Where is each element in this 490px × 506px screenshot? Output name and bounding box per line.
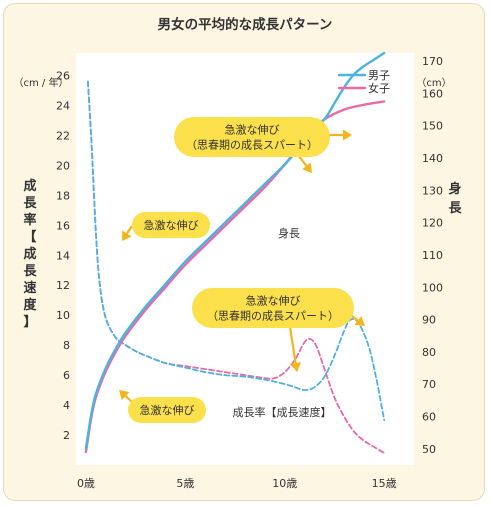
right-tick-label: 70 <box>422 378 436 391</box>
annotations: 急激な伸び（思春期の成長スパート）急激な伸び（思春期の成長スパート）急激な伸び急… <box>119 117 365 423</box>
right-axis-title: 身長 <box>448 181 462 216</box>
infant-upper-bubble-text: 急激な伸び <box>144 218 199 232</box>
chart-title: 男女の平均的な成長パターン <box>158 16 333 33</box>
right-tick-label: 60 <box>422 411 436 424</box>
left-tick-label: 24 <box>56 99 70 112</box>
left-tick-label: 2 <box>63 429 70 442</box>
right-tick-label: 90 <box>422 314 436 327</box>
left-tick-label: 8 <box>63 339 70 352</box>
left-axis-label: 成長率【成長速度】 <box>23 178 37 330</box>
legend-label: 男子 <box>368 69 390 82</box>
right-tick-label: 50 <box>422 443 436 456</box>
spurt-upper-bubble: 急激な伸び（思春期の成長スパート） <box>174 117 330 157</box>
right-tick-label: 80 <box>422 346 436 359</box>
boys-rate-line <box>87 80 386 421</box>
left-tick-label: 26 <box>56 69 70 82</box>
left-tick-label: 20 <box>56 159 70 172</box>
plot-area <box>76 53 414 465</box>
left-tick-label: 10 <box>56 309 70 322</box>
right-axis-unit: （cm） <box>416 77 451 89</box>
right-tick-label: 120 <box>422 217 443 230</box>
spurt-upper-bubble-text: 急激な伸び（思春期の成長スパート） <box>186 123 318 152</box>
infant-upper-arrow <box>122 225 133 241</box>
left-tick-label: 16 <box>56 219 70 232</box>
x-tick-label: 10歳 <box>272 477 297 490</box>
right-tick-label: 160 <box>422 87 443 100</box>
spurt-middle-arrow-right <box>351 315 365 326</box>
x-tick-label: 5歳 <box>176 477 194 490</box>
x-tick-label: 15歳 <box>372 477 397 490</box>
spurt-upper-arrow-right <box>328 129 352 141</box>
infant-lower-bubble: 急激な伸び <box>128 397 206 423</box>
left-tick-label: 6 <box>63 369 70 382</box>
legend-label: 女子 <box>368 81 390 95</box>
right-tick-label: 110 <box>422 249 443 262</box>
right-axis-ticks: 50 60 70 80 90 100 110 120 130 140 150 160 170 <box>422 55 443 456</box>
right-tick-label: 100 <box>422 281 443 294</box>
height-curve-label: 身長 <box>278 226 300 240</box>
right-tick-label: 130 <box>422 184 443 197</box>
left-tick-label: 22 <box>56 129 70 142</box>
right-axis-label: 身長 <box>448 181 462 216</box>
boys-height-line <box>84 51 386 450</box>
spurt-middle-bubble: 急激な伸び（思春期の成長スパート） <box>192 288 354 328</box>
left-axis-unit: （cm / 年） <box>14 76 69 89</box>
right-tick-label: 150 <box>422 120 443 133</box>
x-axis-ticks: 0歳 5歳 10歳 15歳 <box>77 477 397 490</box>
left-tick-label: 12 <box>56 279 70 292</box>
infant-lower-bubble-text: 急激な伸び <box>140 403 195 417</box>
left-tick-label: 4 <box>63 399 70 412</box>
right-tick-label: 140 <box>422 152 443 165</box>
x-tick-label: 0歳 <box>77 477 95 490</box>
spurt-middle-arrow-down <box>288 326 302 372</box>
infant-upper-bubble: 急激な伸び <box>132 212 210 238</box>
rate-curve-label: 成長率【成長速度】 <box>233 405 332 419</box>
right-tick-label: 170 <box>422 55 443 68</box>
left-tick-label: 18 <box>56 189 70 202</box>
spurt-middle-bubble-text: 急激な伸び（思春期の成長スパート） <box>207 294 339 323</box>
left-axis-title: 成長率【成長速度】 <box>23 178 37 330</box>
infant-lower-arrow <box>119 390 133 403</box>
left-tick-label: 14 <box>56 249 70 262</box>
